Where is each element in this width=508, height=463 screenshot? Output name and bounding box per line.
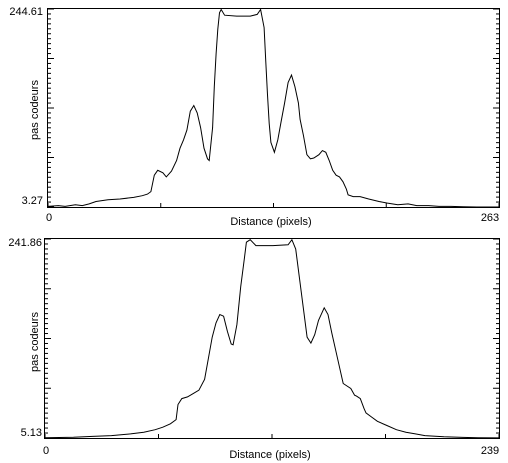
profile-chart-top: 244.61 3.27 0 263 Distance (pixels) pas … [9, 6, 500, 228]
x-tick-label-min: 0 [46, 212, 52, 224]
x-tick-label-max: 239 [481, 445, 499, 457]
y-axis-ticks [48, 8, 499, 208]
y-tick-label-min: 3.27 [22, 195, 43, 207]
profile-line [47, 8, 499, 208]
y-tick-label-min: 5.13 [21, 427, 42, 439]
profile-chart-bottom: 241.86 5.13 0 239 Distance (pixels) pas … [8, 237, 500, 461]
y-axis-label: pas codeurs [29, 312, 41, 372]
y-axis-ticks [45, 238, 499, 439]
plot-frame [47, 8, 500, 208]
y-tick-label-max: 241.86 [8, 237, 42, 249]
profile-line [44, 238, 500, 439]
plot-frame [44, 238, 500, 439]
x-tick-label-min: 0 [43, 445, 49, 457]
y-axis-label: pas codeurs [29, 80, 41, 140]
x-axis-label: Distance (pixels) [229, 449, 310, 461]
y-tick-label-max: 244.61 [9, 6, 43, 18]
x-tick-label-max: 263 [481, 212, 499, 224]
x-axis-label: Distance (pixels) [230, 216, 311, 228]
